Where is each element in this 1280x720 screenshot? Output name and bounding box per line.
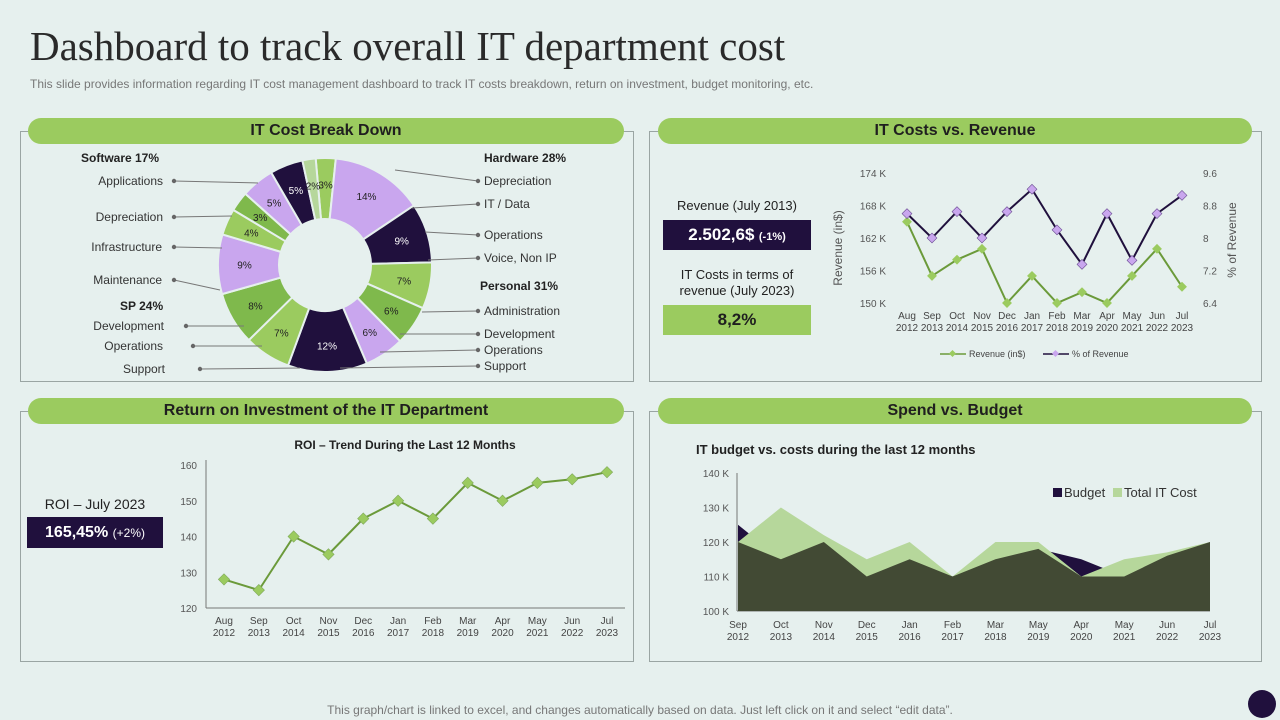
roi-value: 165,45% bbox=[45, 524, 109, 541]
breakdown-panel bbox=[20, 131, 634, 382]
it-cost-label: IT Costs in terms of revenue (July 2023) bbox=[679, 267, 795, 298]
revenue-change: (-1%) bbox=[758, 231, 786, 243]
roi-title: Return on Investment of the IT Departmen… bbox=[28, 398, 624, 424]
page-subtitle: This slide provides information regardin… bbox=[30, 77, 814, 91]
footer-note: This graph/chart is linked to excel, and… bbox=[327, 703, 953, 717]
corner-dot bbox=[1248, 690, 1276, 718]
revenue-label: Revenue (July 2013) bbox=[677, 198, 797, 213]
roi-change: (+2%) bbox=[112, 526, 145, 540]
revenue-value: 2.502,6$ bbox=[688, 225, 755, 244]
it-cost-value: 8,2% bbox=[663, 305, 811, 335]
revenue-value-box: 2.502,6$ (-1%) bbox=[663, 220, 811, 250]
roi-value-box: 165,45% (+2%) bbox=[27, 517, 163, 548]
revenue-title: IT Costs vs. Revenue bbox=[658, 118, 1252, 144]
page-title: Dashboard to track overall IT department… bbox=[30, 23, 786, 69]
revenue-panel bbox=[649, 131, 1262, 382]
roi-label: ROI – July 2023 bbox=[44, 496, 146, 512]
spend-panel bbox=[649, 411, 1262, 662]
spend-title: Spend vs. Budget bbox=[658, 398, 1252, 424]
breakdown-title: IT Cost Break Down bbox=[28, 118, 624, 144]
